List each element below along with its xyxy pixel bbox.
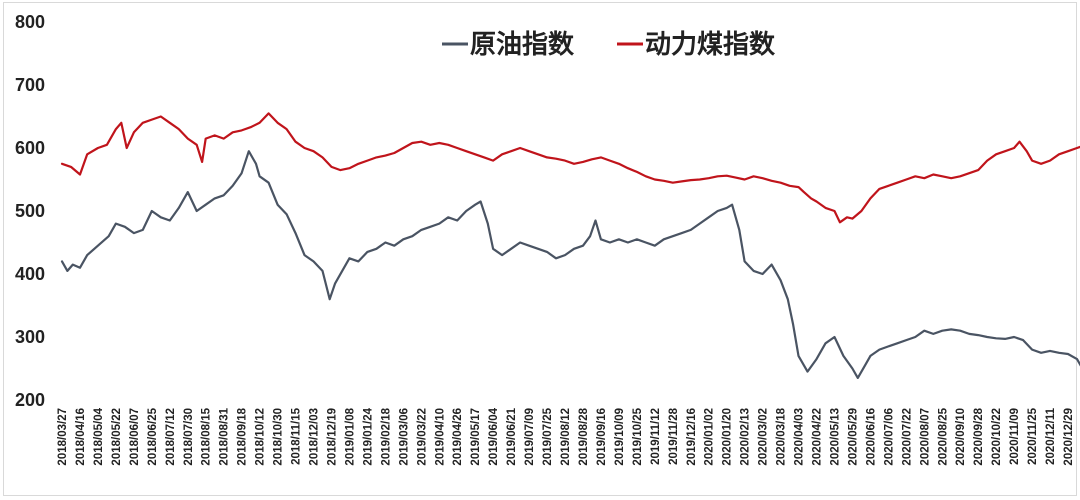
x-tick-label: 2019/09/16	[596, 408, 608, 466]
y-tick-label: 500	[15, 201, 45, 221]
x-tick-label: 2020/03/18	[776, 407, 788, 465]
x-tick-label: 2018/12/03	[309, 408, 321, 466]
x-tick-label: 2019/04/10	[434, 408, 446, 466]
x-tick-label: 2018/12/19	[326, 408, 338, 466]
x-tick-label: 2018/07/12	[165, 408, 177, 466]
x-tick-label: 2019/04/26	[452, 408, 464, 466]
x-tick-label: 2020/08/07	[919, 408, 931, 466]
x-tick-label: 2019/01/08	[344, 407, 356, 465]
x-tick-label: 2018/08/15	[201, 407, 213, 465]
chart-frame	[3, 2, 1077, 496]
x-tick-label: 2018/10/30	[273, 408, 285, 466]
y-tick-label: 800	[15, 12, 45, 32]
x-tick-label: 2018/09/18	[237, 407, 249, 465]
x-tick-label: 2020/06/16	[865, 408, 877, 466]
x-tick-label: 2018/07/30	[183, 408, 195, 466]
x-tick-label: 2020/04/22	[812, 408, 824, 466]
x-tick-label: 2018/05/22	[111, 408, 123, 466]
y-tick-label: 300	[15, 327, 45, 347]
x-tick-label: 2020/11/09	[1009, 408, 1021, 465]
x-tick-label: 2018/06/07	[129, 408, 141, 466]
y-tick-label: 400	[15, 264, 45, 284]
y-tick-label: 700	[15, 75, 45, 95]
legend: 原油指数 动力煤指数	[442, 29, 776, 59]
x-tick-label: 2019/10/25	[632, 407, 644, 465]
x-tick-label: 2019/01/24	[362, 407, 374, 465]
x-tick-label: 2020/11/25	[1027, 407, 1039, 465]
x-tick-label: 2019/06/04	[488, 407, 500, 465]
y-axis: 200 300 400 500 600 700 800	[15, 12, 45, 410]
x-tick-label: 2019/12/16	[686, 408, 698, 466]
x-tick-label: 2018/06/25	[147, 407, 159, 465]
x-tick-label: 2020/12/29	[1063, 408, 1075, 466]
x-tick-label: 2019/11/12	[650, 408, 662, 465]
x-tick-label: 2019/08/12	[560, 408, 572, 466]
legend-label-thermal-coal: 动力煤指数	[645, 29, 776, 59]
y-tick-label: 600	[15, 138, 45, 158]
series-layer	[60, 112, 1080, 379]
x-tick-label: 2020/03/02	[758, 408, 770, 466]
x-tick-label: 2019/03/22	[416, 408, 428, 466]
x-tick-label: 2018/03/27	[57, 408, 69, 466]
x-tick-label: 2020/01/02	[704, 408, 716, 466]
series-line-thermal-coal	[60, 112, 1080, 224]
x-axis: 2018/03/27 2018/04/16 2018/05/04 2018/05/22…	[57, 407, 1075, 465]
x-tick-label: 2018/10/12	[255, 408, 267, 466]
x-tick-label: 2019/02/18	[380, 407, 392, 465]
x-tick-label: 2020/12/11	[1045, 407, 1057, 465]
x-tick-label: 2018/11/15	[291, 407, 303, 465]
x-tick-label: 2018/08/31	[219, 407, 231, 465]
x-tick-label: 2019/11/28	[668, 407, 680, 465]
x-tick-label: 2020/05/29	[847, 408, 859, 466]
x-tick-label: 2018/04/16	[75, 408, 87, 466]
x-tick-label: 2019/07/09	[524, 408, 536, 466]
x-tick-label: 2019/07/25	[542, 407, 554, 465]
x-tick-label: 2019/10/09	[614, 408, 626, 466]
x-tick-label: 2019/03/06	[398, 408, 410, 466]
x-tick-label: 2020/08/25	[937, 407, 949, 465]
x-tick-label: 2020/07/06	[883, 408, 895, 466]
x-tick-label: 2020/10/22	[991, 408, 1003, 466]
x-tick-label: 2020/02/13	[740, 408, 752, 466]
x-tick-label: 2020/09/28	[973, 407, 985, 465]
legend-label-crude-oil: 原油指数	[470, 29, 575, 59]
x-tick-label: 2019/05/17	[470, 408, 482, 466]
series-line-crude-oil	[60, 150, 1080, 379]
x-tick-label: 2020/09/10	[955, 408, 967, 466]
x-tick-label: 2020/07/22	[901, 408, 913, 466]
y-tick-label: 200	[15, 390, 45, 410]
x-tick-label: 2018/05/04	[93, 407, 105, 465]
x-tick-label: 2020/05/13	[829, 408, 841, 466]
x-tick-label: 2020/01/20	[722, 408, 734, 466]
x-tick-label: 2019/06/21	[506, 407, 518, 465]
x-tick-label: 2019/08/28	[578, 407, 590, 465]
x-tick-label: 2020/04/03	[794, 408, 806, 466]
